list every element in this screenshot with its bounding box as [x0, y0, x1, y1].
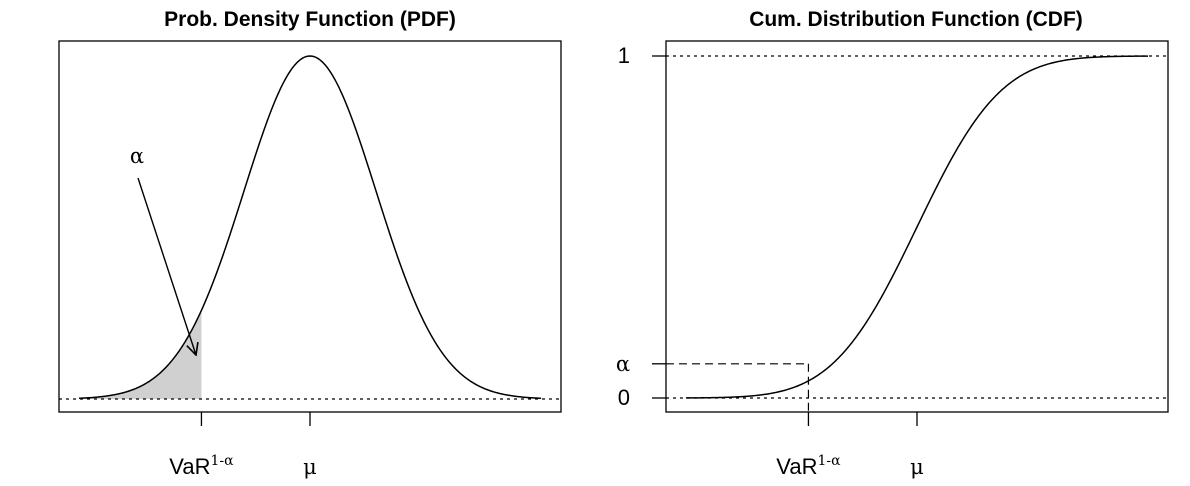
cdf-y-tick-label: 1: [618, 43, 630, 68]
pdf-shaded-tail: [79, 310, 202, 399]
pdf-plot-frame: [58, 40, 562, 413]
cdf-plot-area: VaR1-α μ 1 α 0: [616, 43, 1168, 479]
cdf-distribution-curve: [685, 55, 1149, 399]
cdf-title: Cum. Distribution Function (CDF): [749, 8, 1083, 31]
pdf-plot-area: VaR1-α μ: [59, 55, 561, 479]
pdf-alpha-annotation: α: [130, 144, 144, 168]
cdf-panel: Cum. Distribution Function (CDF) VaR1-α μ…: [616, 8, 1169, 479]
cdf-x-tick-label-mu: μ: [910, 455, 924, 479]
pdf-density-curve: [78, 55, 542, 399]
pdf-title: Prob. Density Function (PDF): [164, 8, 456, 31]
pdf-panel: Prob. Density Function (PDF) VaR1-α μ α: [58, 8, 562, 479]
cdf-y-tick-label: 0: [618, 385, 630, 410]
pdf-x-tick-label-var: VaR1-α: [169, 453, 234, 479]
pdf-alpha-arrow: [137, 177, 196, 355]
cdf-y-tick-label: α: [616, 352, 630, 376]
cdf-x-tick-label-var: VaR1-α: [776, 453, 841, 479]
pdf-x-tick-label-mu: μ: [303, 455, 317, 479]
